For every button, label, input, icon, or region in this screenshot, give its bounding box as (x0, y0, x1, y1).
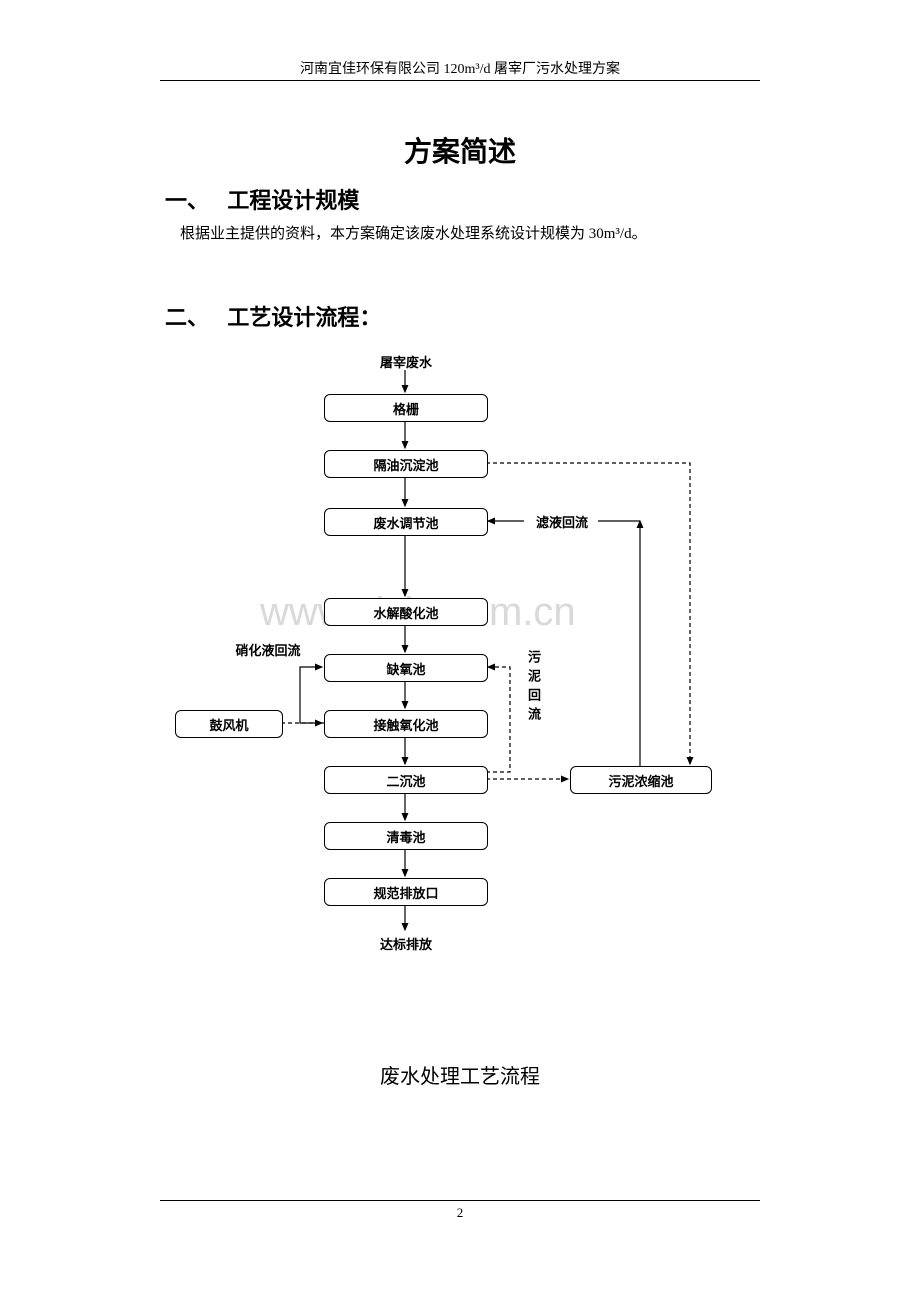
flow-end-label: 达标排放 (376, 934, 436, 953)
flow-box-secondary-clarifier: 二沉池 (324, 766, 488, 794)
flowchart-arrows (0, 0, 920, 1000)
flow-box-regulate-label: 废水调节池 (373, 513, 438, 532)
flow-box-anoxic: 缺氧池 (324, 654, 488, 682)
flow-box-hydrolysis-label: 水解酸化池 (373, 603, 438, 622)
page: 河南宜佳环保有限公司 120m³/d 屠宰厂污水处理方案 方案简述 一、 工程设… (0, 0, 920, 1302)
flow-start-label: 屠宰废水 (376, 352, 436, 371)
flow-box-anoxic-label: 缺氧池 (386, 659, 425, 678)
flow-box-outlet-label: 规范排放口 (373, 883, 438, 902)
flow-box-disinfect: 清毒池 (324, 822, 488, 850)
flow-box-secondary-clarifier-label: 二沉池 (386, 771, 425, 790)
flow-box-outlet: 规范排放口 (324, 878, 488, 906)
flow-box-sludge-thickener-label: 污泥浓缩池 (608, 771, 673, 790)
footer-rule (160, 1200, 760, 1201)
flow-box-hydrolysis: 水解酸化池 (324, 598, 488, 626)
flow-box-blower-label: 鼓风机 (209, 715, 248, 734)
flow-label-nitrification: 硝化液回流 (228, 640, 308, 659)
flow-box-grid-label: 格栅 (393, 399, 419, 418)
flow-box-blower: 鼓风机 (175, 710, 283, 738)
flow-label-filtrate: 滤液回流 (530, 512, 594, 531)
flow-box-regulate: 废水调节池 (324, 508, 488, 536)
flow-box-oil-sed: 隔油沉淀池 (324, 450, 488, 478)
flow-box-contact-ox: 接触氧化池 (324, 710, 488, 738)
flowchart-caption: 废水处理工艺流程 (0, 1060, 920, 1089)
flow-box-grid: 格栅 (324, 394, 488, 422)
flow-box-oil-sed-label: 隔油沉淀池 (373, 455, 438, 474)
flow-box-sludge-thickener: 污泥浓缩池 (570, 766, 712, 794)
page-number: 2 (0, 1205, 920, 1221)
flow-box-contact-ox-label: 接触氧化池 (373, 715, 438, 734)
flow-label-sludge-recycle: 污泥回流 (524, 650, 543, 726)
flow-box-disinfect-label: 清毒池 (386, 827, 425, 846)
